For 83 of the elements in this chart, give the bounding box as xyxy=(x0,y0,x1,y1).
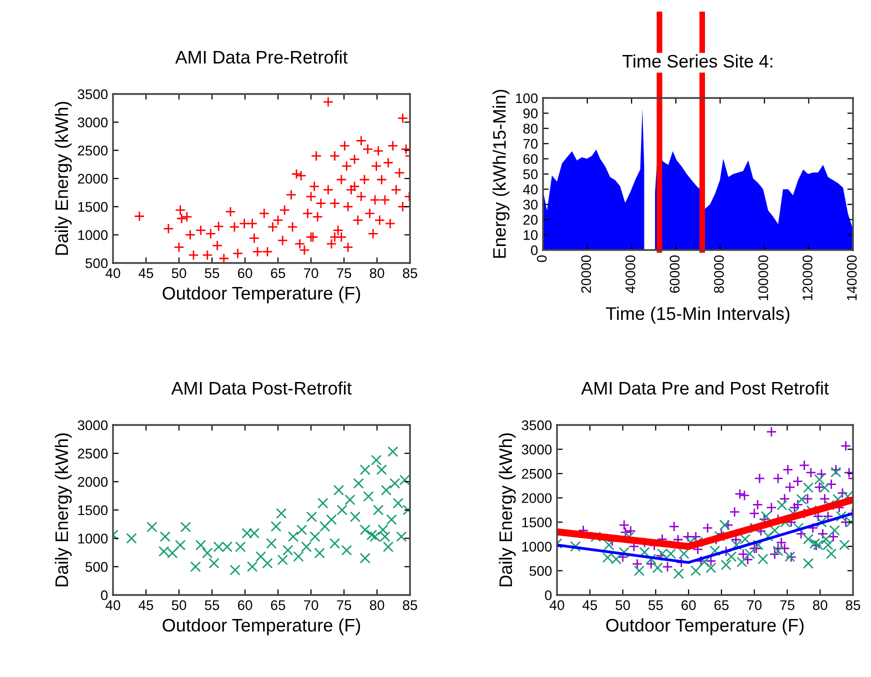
y-tick-label: 3000 xyxy=(522,444,552,454)
y-tick-label: 2500 xyxy=(522,468,552,479)
y-tick-label: 3500 xyxy=(522,420,552,430)
y-tick-label: 40 xyxy=(523,184,538,194)
y-tick-label: 100 xyxy=(516,93,538,104)
x-tick-label: 55 xyxy=(648,600,663,610)
x-tick-label: 75 xyxy=(336,600,352,610)
x-tick-label: 70 xyxy=(304,600,318,610)
x-tick-label: 40000 xyxy=(625,255,636,294)
x-tick-label: 75 xyxy=(336,268,352,278)
y-axis-title: Daily Energy (kWh) xyxy=(498,433,516,586)
x-axis-title: Outdoor Temperature (F) xyxy=(606,618,804,636)
x-tick-label: 60000 xyxy=(670,255,680,293)
y-tick-label: 2000 xyxy=(78,174,108,184)
y-tick-label: 1000 xyxy=(522,542,552,552)
y-tick-label: 2000 xyxy=(78,477,108,487)
y-tick-label: 500 xyxy=(86,562,108,572)
chart-title: AMI Data Post-Retrofit xyxy=(171,381,352,395)
y-tick-label: 30 xyxy=(523,200,538,210)
x-axis-title: Outdoor Temperature (F) xyxy=(162,286,360,304)
y-axis-title: Daily Energy (kWh) xyxy=(54,433,72,586)
y-tick-label: 3000 xyxy=(78,118,108,128)
x-tick-label: 85 xyxy=(402,600,418,610)
y-tick-label: 0 xyxy=(100,590,108,600)
y-tick-label: 2000 xyxy=(522,493,552,504)
y-tick-label: 1000 xyxy=(78,230,108,240)
x-tick-label: 85 xyxy=(402,268,418,278)
x-tick-label: 50 xyxy=(172,268,186,278)
chart-title: AMI Data Pre-Retrofit xyxy=(175,50,348,64)
x-axis-title: Time (15-Min Intervals) xyxy=(606,306,790,324)
x-tick-label: 45 xyxy=(582,600,598,610)
y-tick-label: 20 xyxy=(523,214,538,225)
y-tick-label: 3000 xyxy=(78,420,108,430)
x-tick-label: 60 xyxy=(238,600,252,610)
x-tick-label: 20000 xyxy=(581,255,592,293)
chart-title: Time Series Site 4: xyxy=(622,54,772,68)
x-tick-label: 75 xyxy=(780,600,794,610)
x-tick-label: 55 xyxy=(204,268,220,278)
x-tick-label: 45 xyxy=(138,268,154,278)
x-tick-label: 80 xyxy=(812,600,828,610)
x-tick-label: 0 xyxy=(536,255,547,262)
x-tick-label: 80000 xyxy=(714,255,724,293)
x-tick-label: 65 xyxy=(714,600,729,610)
y-tick-label: 10 xyxy=(524,230,538,240)
x-tick-label: 70 xyxy=(304,268,318,278)
x-tick-label: 80 xyxy=(370,268,384,278)
x-tick-label: 140000 xyxy=(846,255,857,300)
x-tick-label: 50 xyxy=(616,600,630,610)
y-tick-label: 1000 xyxy=(78,534,108,544)
x-tick-label: 40 xyxy=(550,600,564,610)
x-tick-label: 100000 xyxy=(758,255,768,300)
y-axis-title: Daily Energy (kWh) xyxy=(54,102,72,255)
y-tick-label: 500 xyxy=(530,566,552,576)
y-tick-label: 2500 xyxy=(78,448,108,459)
y-tick-label: 80 xyxy=(523,124,538,134)
x-tick-label: 85 xyxy=(846,600,860,610)
x-tick-label: 65 xyxy=(270,268,286,278)
x-axis-title: Outdoor Temperature (F) xyxy=(162,618,360,636)
y-tick-label: 90 xyxy=(523,108,538,118)
y-tick-label: 1500 xyxy=(78,202,108,212)
y-tick-label: 60 xyxy=(523,154,538,164)
x-tick-label: 60 xyxy=(682,600,696,610)
y-axis-title: Energy (kWh/15-Min) xyxy=(492,90,510,258)
x-tick-label: 55 xyxy=(204,600,220,610)
y-tick-label: 500 xyxy=(86,258,108,268)
y-tick-label: 3500 xyxy=(78,89,108,100)
y-tick-label: 0 xyxy=(530,245,538,256)
x-tick-label: 70 xyxy=(747,600,762,610)
x-tick-label: 40 xyxy=(106,600,120,610)
y-tick-label: 50 xyxy=(523,169,538,180)
x-tick-label: 80 xyxy=(370,600,384,610)
x-tick-label: 40 xyxy=(106,268,120,278)
y-tick-label: 0 xyxy=(544,590,552,600)
x-tick-label: 50 xyxy=(172,600,186,610)
x-tick-label: 60 xyxy=(238,268,252,278)
x-tick-label: 45 xyxy=(138,600,154,610)
x-tick-label: 65 xyxy=(270,600,286,610)
x-tick-label: 120000 xyxy=(802,255,812,300)
y-tick-label: 2500 xyxy=(78,146,108,156)
chart-title: AMI Data Pre and Post Retrofit xyxy=(581,381,829,395)
y-tick-label: 1500 xyxy=(522,517,552,528)
y-tick-label: 70 xyxy=(523,138,538,149)
y-tick-label: 1500 xyxy=(78,505,108,516)
